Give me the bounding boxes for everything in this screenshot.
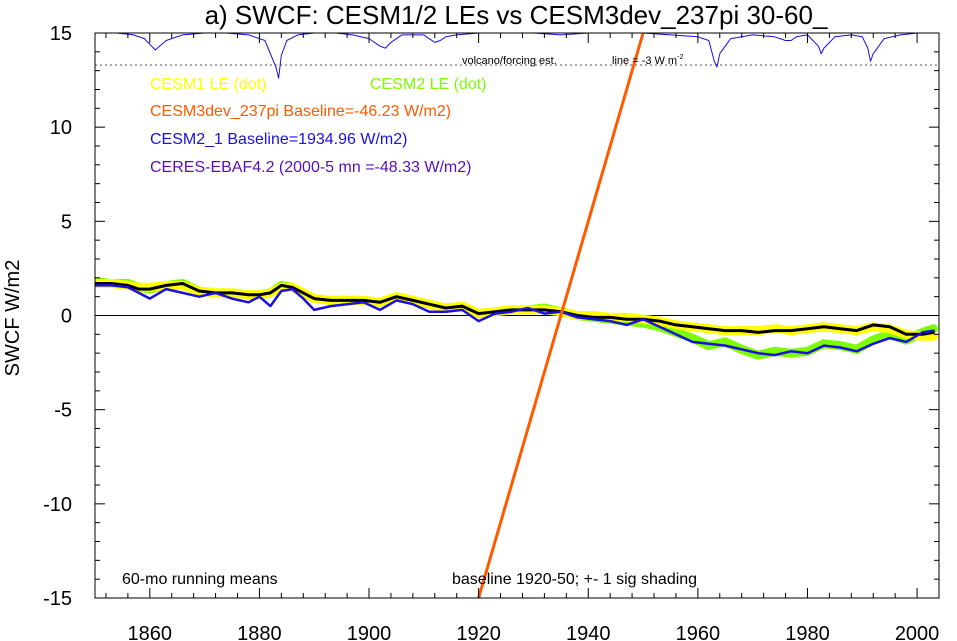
volcano-line-label-sup: -2 [677, 54, 683, 61]
x-tick-label: 1900 [347, 623, 392, 641]
y-tick-label: -5 [54, 400, 72, 422]
legend-entry-cesm2-1: CESM2_1 Baseline=1934.96 W/m2) [150, 131, 407, 148]
running-mean-note: 60-mo running means [122, 571, 278, 588]
chart-title: a) SWCF: CESM1/2 LEs vs CESM3dev_237pi 3… [205, 0, 828, 30]
x-tick-label: 1860 [128, 623, 173, 641]
y-tick-label: 15 [50, 23, 72, 45]
legend-entry-cesm2-le: CESM2 LE (dot) [370, 76, 486, 93]
series-ensemble-mean [95, 282, 935, 336]
legend: CESM1 LE (dot) CESM2 LE (dot) CESM3dev_2… [150, 76, 486, 176]
y-tick-label: -15 [43, 588, 72, 610]
x-tick-label: 1980 [785, 623, 830, 641]
y-tick-label: 0 [61, 306, 72, 328]
y-tick-label: 10 [50, 117, 72, 139]
x-tick-label: 2000 [895, 623, 940, 641]
y-axis-label: SWCF W/m2 [2, 260, 24, 377]
series-cesm2-1-baseline-1934-96-w-m2 [95, 284, 935, 357]
y-tick-label: -10 [43, 494, 72, 516]
zero-and-reference-lines [95, 64, 939, 316]
x-tick-label: 1880 [237, 623, 282, 641]
x-tick-label: 1920 [456, 623, 501, 641]
volcano-label: volcano/forcing est. [462, 55, 557, 67]
volcano-line-label-text: line = -3 W m [612, 55, 677, 67]
axes: 1860 1880 1900 1920 1940 1960 1980 2000 -15 -10 -5… [43, 23, 940, 641]
series-volcano-forcing-est [95, 33, 934, 79]
x-tick-label: 1940 [566, 623, 611, 641]
legend-entry-cesm3dev: CESM3dev_237pi Baseline=-46.23 W/m2) [150, 103, 451, 120]
y-tick-label: 5 [61, 211, 72, 233]
series-layer [95, 33, 938, 598]
x-tick-label: 1960 [676, 623, 721, 641]
legend-entry-ceres: CERES-EBAF4.2 (2000-5 mn =-48.33 W/m2) [150, 159, 471, 176]
legend-entry-cesm1-le: CESM1 LE (dot) [150, 76, 266, 93]
baseline-note: baseline 1920-50; +- 1 sig shading [452, 571, 697, 588]
series-cesm3dev-237pi-baseline-46-23-w-m2 [477, 33, 645, 598]
volcano-line-label: line = -3 W m-2 [612, 54, 683, 67]
